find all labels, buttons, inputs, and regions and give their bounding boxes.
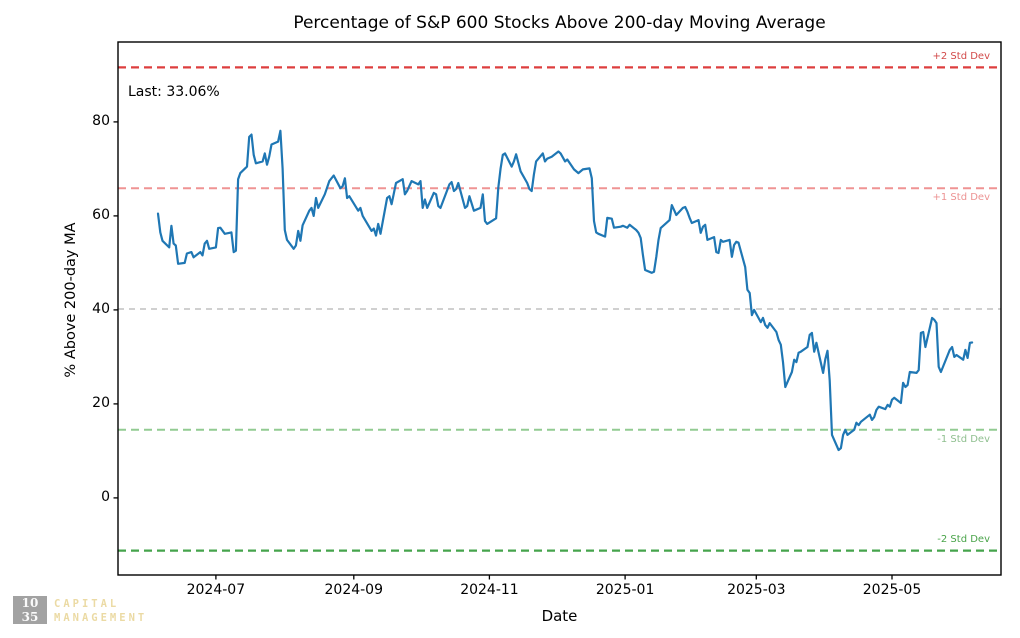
y-tick-label-60: 60 — [92, 206, 110, 223]
last-value-annotation: Last: 33.06% — [128, 84, 220, 100]
logo-1035-mark: 10 35 — [13, 596, 47, 624]
series-line-0 — [156, 129, 974, 452]
logo-box-line2: 35 — [21, 610, 39, 624]
x-tick-label-2025-01: 2025-01 — [595, 582, 655, 598]
x-tick-label-2024-09: 2024-09 — [324, 582, 384, 598]
x-axis-label: Date — [541, 607, 578, 625]
ref-line-label--1-std-dev: -1 Std Dev — [937, 433, 990, 445]
y-tick-label-20: 20 — [92, 394, 110, 411]
plot-frame — [117, 41, 1002, 576]
logo-box-line1: 10 — [21, 596, 39, 610]
y-tick-label-0: 0 — [101, 488, 110, 505]
y-tick-label-40: 40 — [92, 300, 110, 317]
chart-title: Percentage of S&P 600 Stocks Above 200-d… — [293, 13, 826, 33]
x-tick-label-2025-05: 2025-05 — [862, 582, 922, 598]
ref-line-label-+2-std-dev: +2 Std Dev — [932, 50, 991, 62]
x-tick-label-2025-03: 2025-03 — [727, 582, 786, 598]
logo-wordmark-line2: MANAGEMENT — [54, 612, 148, 624]
company-logo: 10 35 CAPITAL MANAGEMENT — [13, 596, 147, 625]
y-tick-label-80: 80 — [92, 112, 110, 129]
ref-line-label-+1-std-dev: +1 Std Dev — [932, 192, 991, 204]
logo-wordmark-line1: CAPITAL — [54, 598, 120, 610]
logo-wordmark: CAPITAL MANAGEMENT — [54, 597, 147, 625]
x-tick-label-2024-07: 2024-07 — [186, 582, 246, 598]
x-tick-label-2024-11: 2024-11 — [460, 582, 519, 598]
ref-line-label--2-std-dev: -2 Std Dev — [937, 534, 990, 546]
